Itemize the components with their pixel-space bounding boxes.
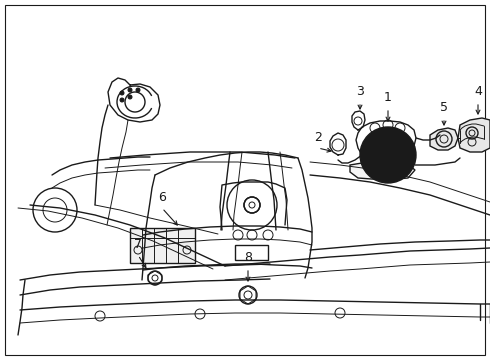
Text: 8: 8 (244, 251, 252, 264)
Polygon shape (350, 160, 415, 180)
Text: 1: 1 (384, 91, 392, 104)
Text: 7: 7 (134, 238, 142, 251)
Circle shape (360, 127, 416, 183)
Text: 5: 5 (440, 101, 448, 114)
Circle shape (120, 98, 124, 102)
Circle shape (136, 88, 140, 92)
Text: 2: 2 (314, 131, 322, 144)
Polygon shape (458, 118, 490, 152)
Circle shape (120, 91, 124, 95)
Text: 6: 6 (158, 191, 166, 204)
Text: 3: 3 (356, 85, 364, 98)
Polygon shape (430, 128, 458, 150)
Text: 4: 4 (474, 85, 482, 98)
Circle shape (128, 95, 132, 99)
Polygon shape (130, 228, 195, 263)
Circle shape (128, 88, 132, 92)
